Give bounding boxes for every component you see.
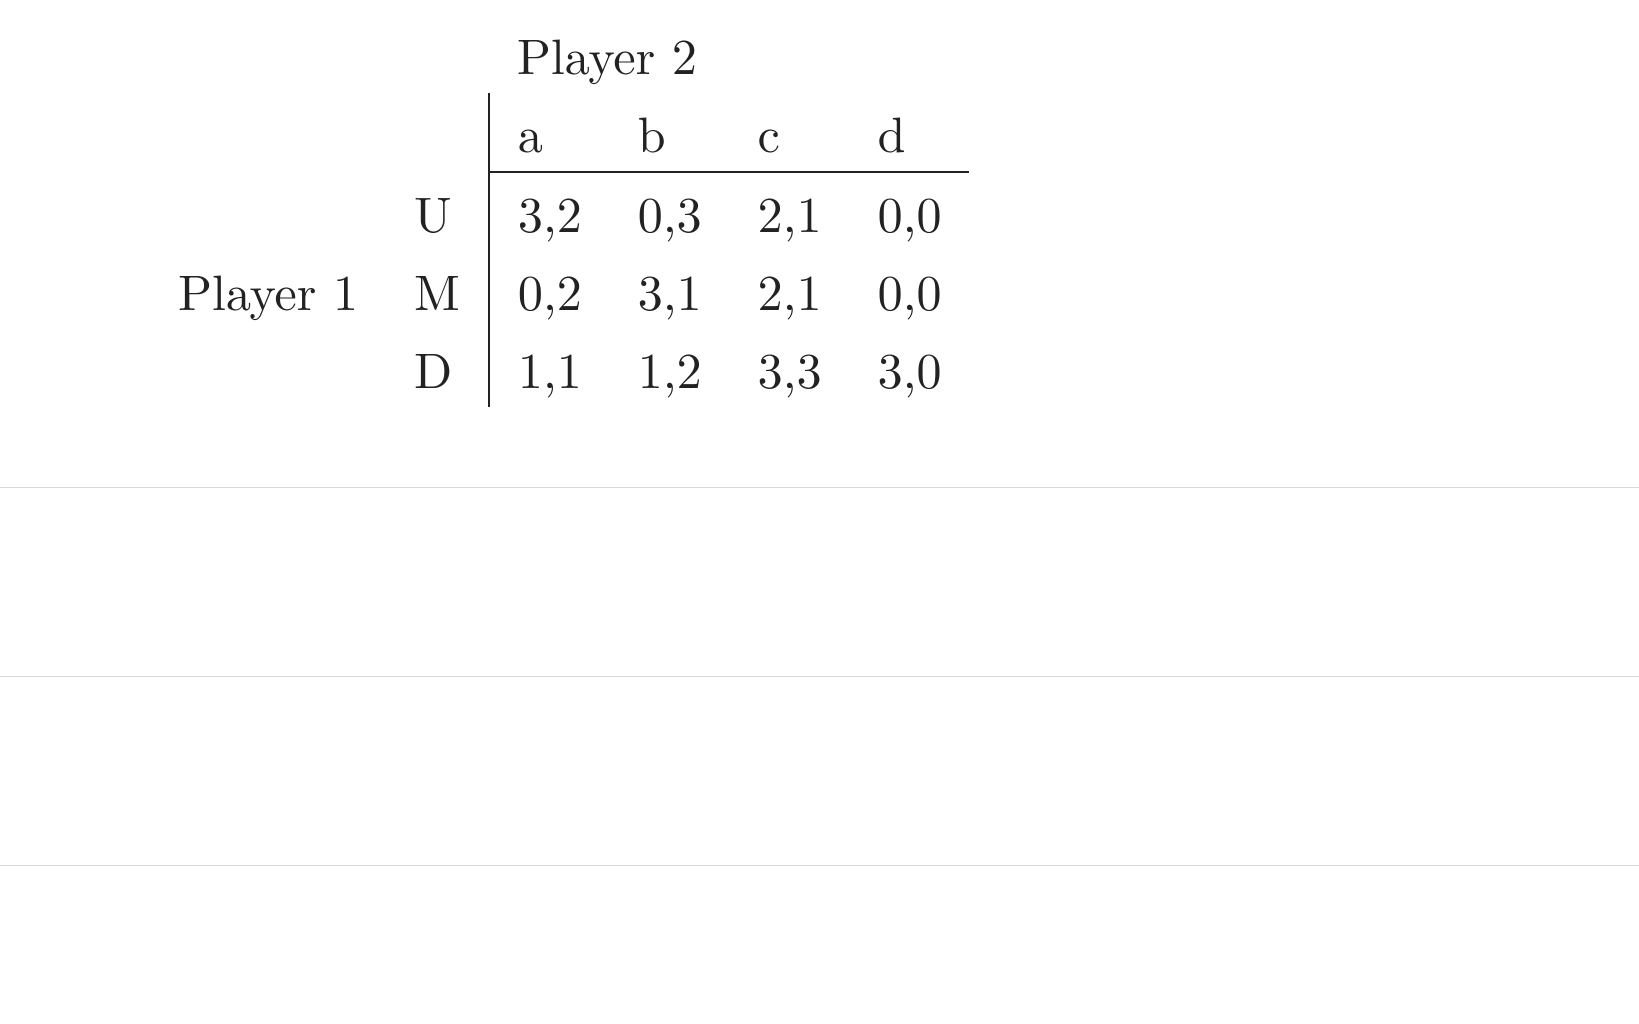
player2-label: Player 2	[489, 15, 970, 93]
col-strategy-b: b	[610, 93, 730, 172]
payoff-cell: 3,2	[489, 172, 610, 251]
payoff-cell: 0,3	[610, 172, 730, 251]
spacer-cell	[150, 93, 386, 172]
table-row: U 3,2 0,3 2,1 0,0	[150, 172, 969, 251]
col-strategy-d: d	[850, 93, 970, 172]
horizontal-rule	[0, 676, 1639, 677]
spacer-cell	[150, 329, 386, 407]
payoff-cell: 1,2	[610, 329, 730, 407]
row-strategy-D: D	[386, 329, 489, 407]
horizontal-rule	[0, 487, 1639, 488]
player1-label: Player 1	[150, 251, 386, 329]
row-strategy-M: M	[386, 251, 489, 329]
payoff-matrix: Player 2 a b c d U 3,2 0,3 2,1 0,0	[150, 15, 969, 407]
payoff-cell: 0,0	[850, 251, 970, 329]
row-strategy-U: U	[386, 172, 489, 251]
player2-title-row: Player 2	[150, 15, 969, 93]
spacer-cell	[386, 93, 489, 172]
spacer-cell	[150, 172, 386, 251]
payoff-table: Player 2 a b c d U 3,2 0,3 2,1 0,0	[150, 15, 969, 407]
payoff-cell: 1,1	[489, 329, 610, 407]
spacer-cell	[150, 15, 386, 93]
spacer-cell	[386, 15, 489, 93]
payoff-cell: 2,1	[730, 251, 850, 329]
col-strategy-a: a	[489, 93, 610, 172]
payoff-cell: 0,0	[850, 172, 970, 251]
payoff-cell: 2,1	[730, 172, 850, 251]
page: Player 2 a b c d U 3,2 0,3 2,1 0,0	[0, 0, 1639, 1024]
payoff-cell: 3,3	[730, 329, 850, 407]
payoff-cell: 0,2	[489, 251, 610, 329]
col-strategies-row: a b c d	[150, 93, 969, 172]
table-row: D 1,1 1,2 3,3 3,0	[150, 329, 969, 407]
payoff-cell: 3,1	[610, 251, 730, 329]
payoff-cell: 3,0	[850, 329, 970, 407]
table-row: Player 1 M 0,2 3,1 2,1 0,0	[150, 251, 969, 329]
col-strategy-c: c	[730, 93, 850, 172]
horizontal-rule	[0, 865, 1639, 866]
